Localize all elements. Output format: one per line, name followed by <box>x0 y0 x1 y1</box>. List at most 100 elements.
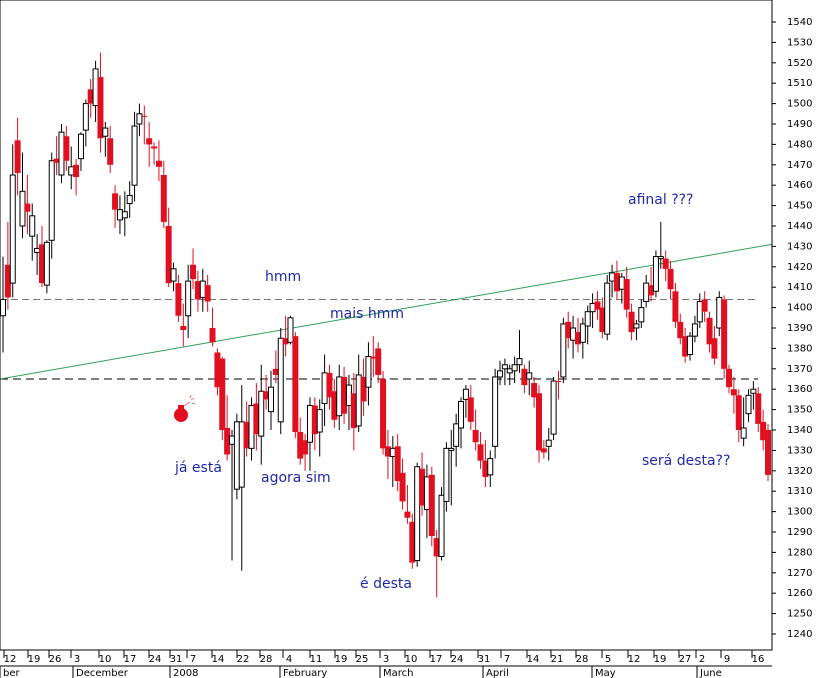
candle-body <box>190 264 197 280</box>
x-tick-label: 31 <box>170 654 183 665</box>
x-tick-label: 22 <box>237 654 250 665</box>
candle <box>131 111 138 202</box>
y-tick-label: 1490 <box>787 119 812 130</box>
x-tick-label: 28 <box>260 654 273 665</box>
candle <box>497 360 504 386</box>
candle <box>482 440 489 488</box>
candle <box>740 397 747 447</box>
annotation-label: é desta <box>360 576 412 592</box>
candle-body <box>43 241 50 286</box>
candle <box>112 185 119 229</box>
candle <box>48 152 55 259</box>
candle-body <box>97 77 104 139</box>
candle-body <box>58 131 65 176</box>
candle <box>652 250 659 298</box>
y-tick-label: 1330 <box>787 445 812 456</box>
candle-body <box>209 328 216 343</box>
x-tick-label: 19 <box>28 654 41 665</box>
candle-body <box>287 317 294 343</box>
candle-body <box>589 303 596 313</box>
candle-body <box>194 281 201 300</box>
candle <box>302 434 309 471</box>
candle-body <box>350 393 357 428</box>
x-tick-label: 4 <box>286 654 292 665</box>
candle-body <box>199 280 206 298</box>
candle <box>521 364 528 394</box>
candle-body <box>82 103 89 131</box>
candle <box>350 372 357 451</box>
y-tick-label: 1400 <box>787 303 812 314</box>
candle-body <box>628 311 635 333</box>
candle-body <box>297 432 304 459</box>
y-tick-label: 1540 <box>787 17 812 28</box>
candle-body <box>682 336 689 357</box>
candle <box>87 79 94 118</box>
candle <box>448 430 455 506</box>
candle-body <box>29 215 36 237</box>
candle-body <box>306 405 313 443</box>
y-tick-label: 1350 <box>787 405 812 416</box>
candle <box>579 317 586 359</box>
candle <box>458 397 465 449</box>
candle-body <box>165 226 172 284</box>
x-tick-label: 17 <box>124 654 137 665</box>
candle <box>34 234 41 275</box>
annotation-label: já está <box>174 460 222 476</box>
candle-body <box>550 380 557 435</box>
candle <box>14 117 21 196</box>
x-tick-label: 28 <box>576 654 589 665</box>
x-tick-label: 3 <box>383 654 389 665</box>
candle <box>311 397 318 451</box>
annotation-label: afinal ??? <box>628 192 693 208</box>
candle-body <box>721 299 728 369</box>
candle-body <box>116 209 123 221</box>
candle <box>107 126 114 173</box>
candle-body <box>277 337 284 423</box>
y-tick-label: 1520 <box>787 58 812 69</box>
candle-body <box>657 256 664 260</box>
candle <box>691 315 698 343</box>
month-label: December <box>76 668 129 678</box>
candle <box>224 395 231 461</box>
candle-body <box>604 282 611 335</box>
y-tick-label: 1290 <box>787 527 812 538</box>
candle <box>604 274 611 341</box>
candle <box>287 315 294 345</box>
y-tick-label: 1340 <box>787 425 812 436</box>
month-label: February <box>283 668 327 678</box>
candle <box>77 132 84 171</box>
candle-body <box>662 258 669 269</box>
y-tick-label: 1260 <box>787 588 812 599</box>
month-label: 2008 <box>173 668 198 678</box>
candle <box>618 272 625 304</box>
candle <box>165 207 172 288</box>
candle <box>506 364 513 386</box>
y-tick-label: 1270 <box>787 568 812 579</box>
candle-body <box>160 175 167 222</box>
candle <box>272 350 279 384</box>
candle <box>282 315 289 357</box>
candle <box>258 364 265 465</box>
x-tick-label: 12 <box>4 654 17 665</box>
plot-frame <box>0 0 773 651</box>
candle <box>292 332 299 439</box>
candle-body <box>63 136 70 161</box>
candle-body <box>321 372 328 404</box>
month-label: ber <box>3 668 21 678</box>
candle <box>555 370 562 400</box>
candle-body <box>204 285 211 302</box>
x-tick-label: 14 <box>212 654 225 665</box>
candle-body <box>477 444 484 461</box>
candle-body <box>711 338 718 359</box>
month-label: June <box>699 668 722 678</box>
candle-body <box>243 421 250 449</box>
candle <box>331 379 338 428</box>
candle <box>662 250 669 282</box>
candle-body <box>555 381 562 383</box>
bomb-icon <box>174 394 196 422</box>
candle-body <box>87 89 94 104</box>
candle-body <box>9 174 16 284</box>
candle-body <box>535 393 542 451</box>
candle-body <box>594 301 601 310</box>
candle <box>102 121 109 157</box>
